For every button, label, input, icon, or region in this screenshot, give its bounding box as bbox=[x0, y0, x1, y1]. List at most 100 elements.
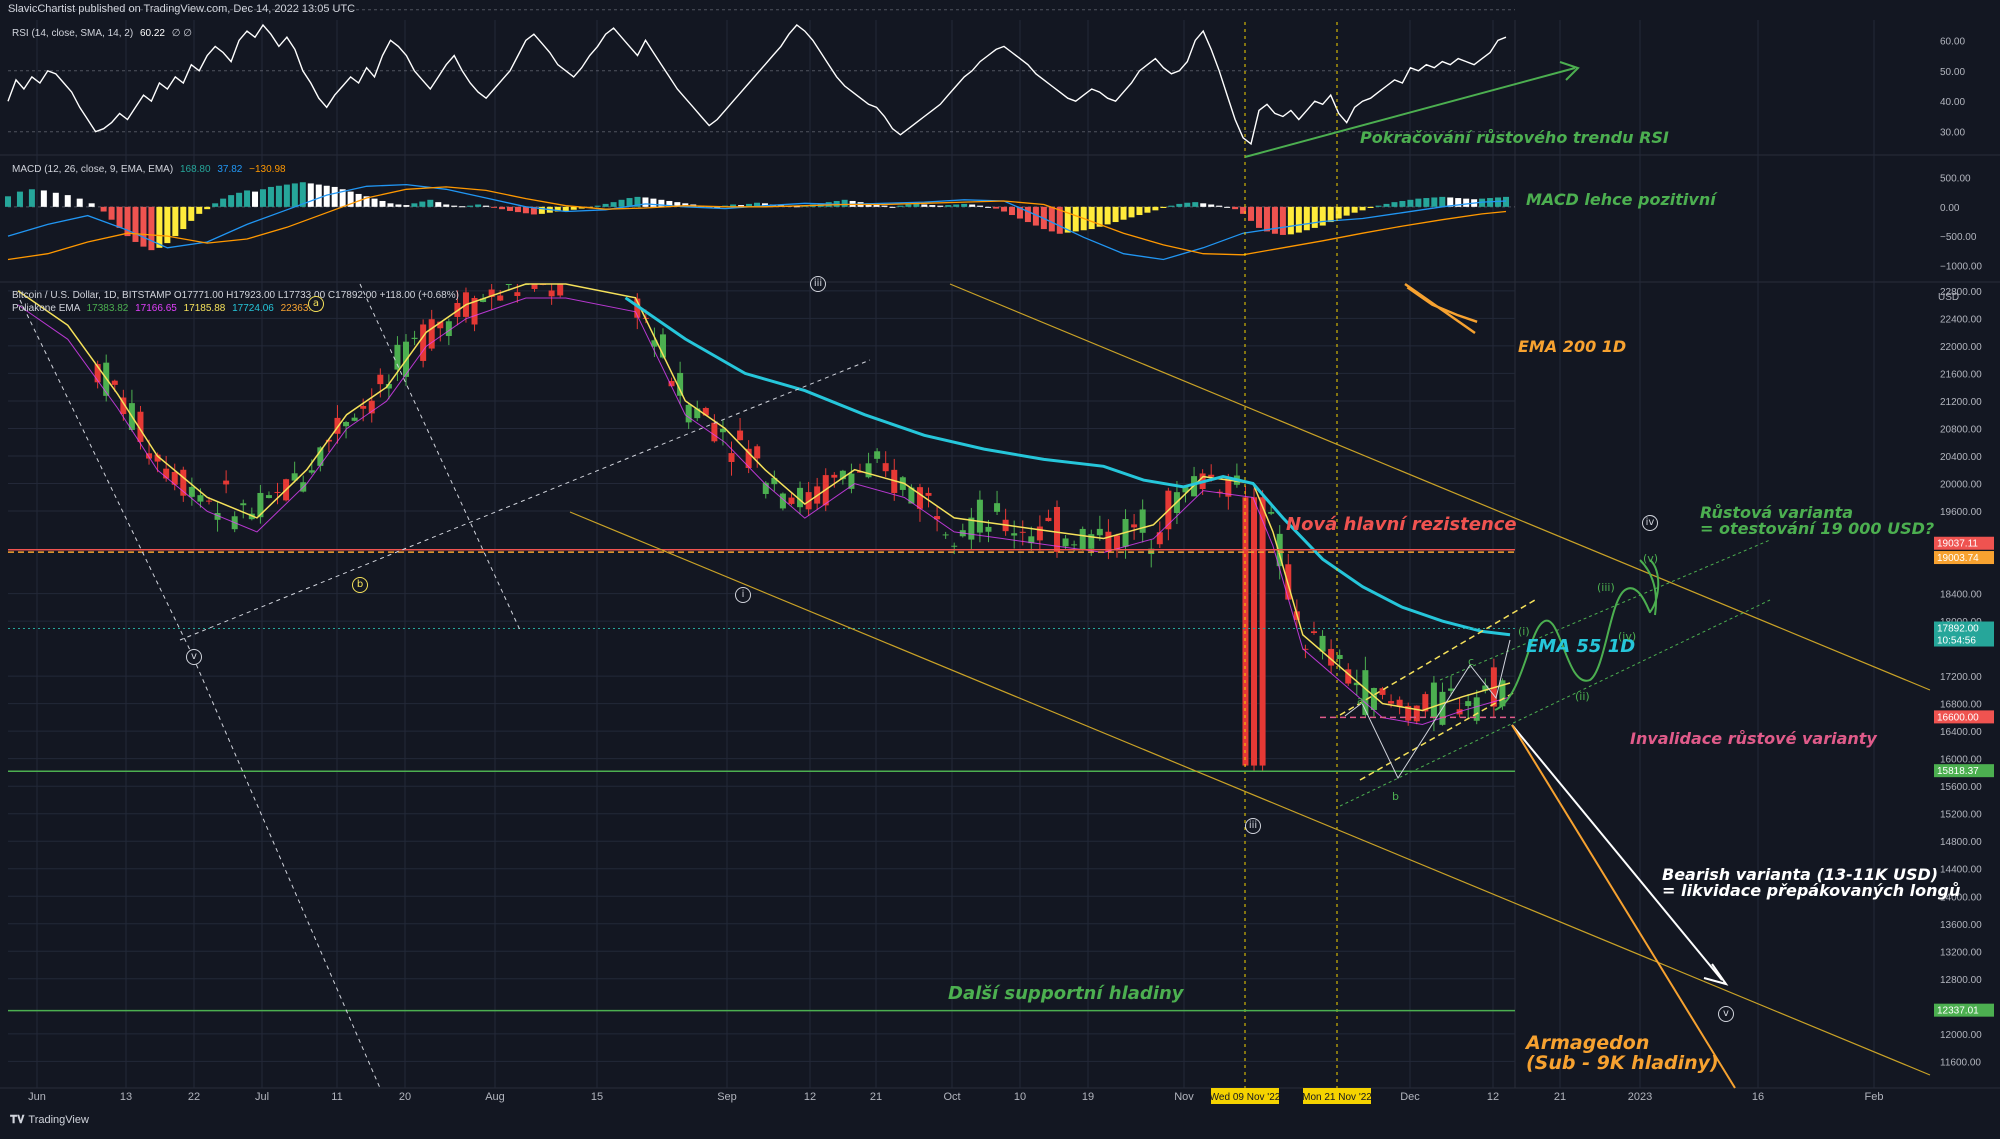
candle-body bbox=[1139, 509, 1146, 533]
rsi-trend-arrow-head bbox=[1559, 61, 1580, 81]
wave-label-ii-green: (ii) bbox=[1575, 690, 1590, 703]
rsi-line bbox=[7, 23, 1507, 146]
macd-histogram-bar bbox=[491, 206, 498, 208]
footer-brand-text: TradingView bbox=[28, 1114, 89, 1126]
candle-body bbox=[719, 428, 726, 433]
candle-body bbox=[171, 471, 178, 485]
wave-label-v-green: (v) bbox=[1643, 552, 1659, 565]
wave-label-iii-green: (iii) bbox=[1597, 581, 1615, 594]
candle-body bbox=[445, 321, 452, 337]
ema200-line bbox=[1406, 286, 1478, 323]
price-level-label: 19003.74 bbox=[1937, 553, 1979, 564]
price-level-label: 15818.37 bbox=[1937, 766, 1979, 777]
macd-histogram-bar bbox=[5, 196, 11, 207]
rsi-name: RSI (14, close, SMA, 14, 2) bbox=[12, 28, 134, 39]
supports-note: Další supportní hladiny bbox=[948, 983, 1184, 1004]
macd-histogram-bar bbox=[339, 189, 346, 207]
candle-body bbox=[685, 404, 692, 423]
time-tick-label: 2023 bbox=[1628, 1091, 1652, 1103]
short-channel-upper bbox=[1339, 599, 1536, 716]
ema-fast-line bbox=[17, 283, 1511, 712]
macd-histogram-bar bbox=[172, 206, 179, 237]
macd-histogram-bar bbox=[1327, 206, 1334, 223]
price-tick-label: 16000.00 bbox=[1940, 755, 1982, 766]
wave-label-a-green: a bbox=[1357, 694, 1364, 707]
macd-histogram-bar bbox=[1096, 206, 1103, 227]
macd-name: MACD (12, 26, close, 9, EMA, EMA) bbox=[12, 164, 174, 175]
macd-histogram-bar bbox=[1120, 206, 1127, 220]
price-tick-label: 14000.00 bbox=[1940, 892, 1982, 903]
bearish-note-1: Bearish varianta (13-11K USD) bbox=[1662, 865, 1939, 884]
macd-histogram-bar bbox=[52, 192, 59, 207]
candle-body bbox=[754, 446, 761, 459]
price-label-line2[interactable]: Poliakone EMA 17383.82 17166.65 17185.88… bbox=[12, 303, 322, 314]
price-level-label: 16600.00 bbox=[1937, 712, 1979, 723]
candle-body bbox=[1268, 512, 1275, 514]
price-tick-label: 12800.00 bbox=[1940, 975, 1982, 986]
macd-histogram-bar bbox=[594, 205, 601, 207]
macd-histogram-bar bbox=[1319, 206, 1326, 226]
price-level-badge bbox=[1934, 621, 1994, 635]
macd-histogram-bar bbox=[1415, 198, 1422, 207]
growth-channel-lower bbox=[1339, 599, 1771, 807]
macd-histogram-bar bbox=[1279, 206, 1286, 235]
candle-body bbox=[797, 487, 804, 508]
channel-lower-line bbox=[569, 511, 1931, 1076]
wave-label-b-green: b bbox=[1392, 790, 1399, 803]
candle-body bbox=[505, 284, 512, 285]
macd-positive-note: MACD lehce pozitivní bbox=[1526, 190, 1716, 209]
candle-body bbox=[1156, 532, 1163, 545]
wave-label-i-green: (i) bbox=[1518, 625, 1530, 638]
macd-histogram-bar bbox=[411, 203, 418, 207]
macd-histogram-bar bbox=[1335, 206, 1342, 219]
price-tick-label: 20800.00 bbox=[1940, 424, 1982, 435]
candle-body bbox=[377, 374, 384, 385]
candle-body bbox=[240, 503, 247, 506]
macd-histogram-bar bbox=[1224, 206, 1231, 208]
rsi-label[interactable]: RSI (14, close, SMA, 14, 2) 60.22 ∅ ∅ bbox=[12, 28, 192, 39]
candle-body bbox=[745, 448, 752, 468]
rsi-tick-label: 50.00 bbox=[1940, 67, 1965, 78]
price-level-badge bbox=[1934, 536, 1994, 550]
wave-marker-a: a bbox=[308, 296, 324, 312]
candle-body bbox=[985, 526, 992, 532]
price-label-line1[interactable]: Bitcoin / U.S. Dollar, 1D, BITSTAMP O177… bbox=[12, 290, 459, 301]
macd-histogram-bar bbox=[1256, 206, 1263, 228]
candle-body bbox=[1216, 491, 1223, 493]
macd-histogram-bar bbox=[16, 191, 23, 207]
macd-histogram-bar bbox=[1383, 203, 1390, 207]
candle-body bbox=[325, 439, 332, 442]
macd-histogram-bar bbox=[1351, 206, 1358, 213]
macd-tick-label: −500.00 bbox=[1940, 232, 1977, 243]
macd-histogram-bar bbox=[40, 190, 47, 207]
macd-histogram-bar bbox=[108, 206, 115, 220]
rsi-tick-label: 40.00 bbox=[1940, 97, 1965, 108]
macd-histogram-bar bbox=[554, 206, 561, 212]
macd-histogram-bar bbox=[1391, 202, 1398, 207]
macd-histogram-bar bbox=[1431, 197, 1438, 207]
candle-body bbox=[1465, 701, 1472, 707]
macd-histogram-bar bbox=[1343, 206, 1350, 216]
macd-label[interactable]: MACD (12, 26, close, 9, EMA, EMA) 168.80… bbox=[12, 164, 286, 175]
candle-body bbox=[1362, 670, 1369, 716]
candle-body bbox=[1482, 685, 1489, 691]
macd-histogram-bar bbox=[331, 186, 338, 207]
macd-histogram-bar bbox=[1176, 203, 1183, 207]
macd-histogram-bar bbox=[969, 204, 976, 207]
ema-value-1: 17383.82 bbox=[86, 303, 129, 314]
macd-histogram-bar bbox=[1072, 206, 1079, 232]
candle-body bbox=[882, 463, 889, 472]
macd-histogram-bar bbox=[1447, 197, 1454, 207]
macd-histogram-bar bbox=[156, 206, 163, 248]
macd-histogram-bar bbox=[116, 206, 123, 228]
wave-label-c-green: c bbox=[1468, 655, 1475, 668]
price-tick-label: 21600.00 bbox=[1940, 369, 1982, 380]
macd-histogram-bar bbox=[945, 205, 952, 207]
macd-histogram-bar bbox=[244, 190, 251, 207]
macd-histogram-bar bbox=[897, 205, 904, 207]
macd-histogram-bar bbox=[196, 206, 203, 214]
price-level-label: 12337.01 bbox=[1937, 1006, 1979, 1017]
candle-body bbox=[94, 364, 101, 383]
